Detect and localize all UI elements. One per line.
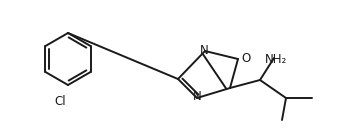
Text: O: O (241, 53, 250, 66)
Text: N: N (200, 45, 208, 58)
Text: N: N (193, 91, 201, 103)
Text: NH₂: NH₂ (265, 53, 287, 66)
Text: Cl: Cl (54, 95, 66, 108)
